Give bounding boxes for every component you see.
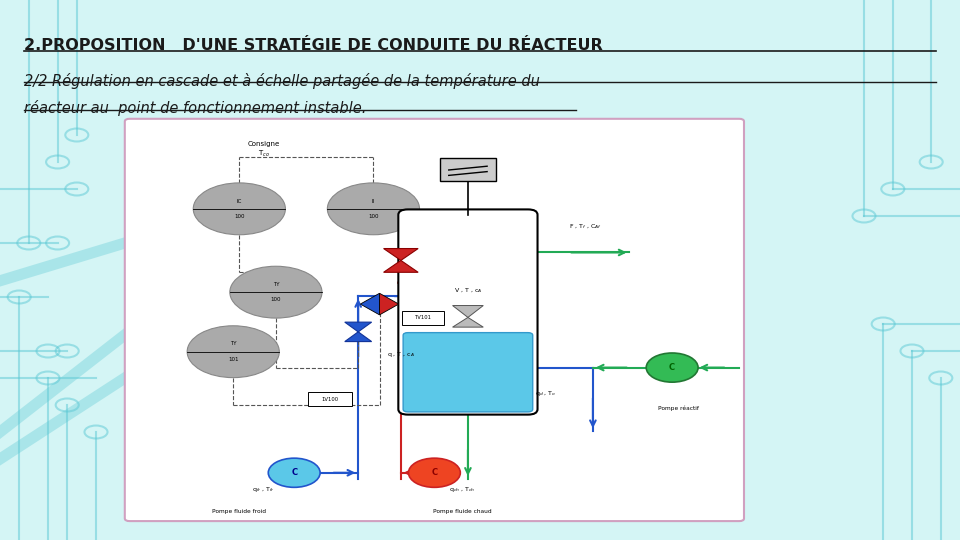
Text: q$_{fr}$ , T$_{fr}$: q$_{fr}$ , T$_{fr}$ [252,485,276,494]
Text: 100: 100 [369,214,378,219]
Text: 100: 100 [234,214,245,219]
Text: q$_{d}$ , T$_o$: q$_{d}$ , T$_o$ [535,389,556,398]
Polygon shape [345,332,372,342]
Text: TY: TY [273,282,279,287]
Circle shape [187,326,279,377]
Text: TY: TY [230,341,236,347]
FancyBboxPatch shape [125,119,744,521]
Text: 100: 100 [271,298,281,302]
Text: C: C [669,363,675,372]
FancyBboxPatch shape [307,393,351,407]
Text: C: C [431,468,438,477]
Circle shape [409,458,461,487]
FancyBboxPatch shape [403,333,533,412]
Text: 101: 101 [228,357,238,362]
Text: 2/2 Régulation en cascade et à échelle partagée de la température du: 2/2 Régulation en cascade et à échelle p… [24,73,540,89]
Text: C: C [291,468,298,477]
Polygon shape [345,322,372,332]
Text: 2.PROPOSITION   D'UNE STRATÉGIE DE CONDUITE DU RÉACTEUR: 2.PROPOSITION D'UNE STRATÉGIE DE CONDUIT… [24,38,603,53]
Polygon shape [452,306,483,318]
Text: Pompe fluide chaud: Pompe fluide chaud [433,509,492,515]
Text: IC: IC [237,199,242,204]
FancyBboxPatch shape [398,210,538,415]
Circle shape [229,266,322,318]
FancyBboxPatch shape [402,311,444,325]
Text: V , T , c$_A$: V , T , c$_A$ [454,286,482,295]
FancyBboxPatch shape [440,158,495,181]
Text: TV101: TV101 [415,315,432,320]
Text: Pompe réactif: Pompe réactif [658,406,699,411]
Text: II: II [372,199,375,204]
Polygon shape [452,318,483,327]
Circle shape [193,183,285,235]
Polygon shape [360,293,379,315]
Text: Consigne
T$_{co}$: Consigne T$_{co}$ [248,141,279,159]
Circle shape [327,183,420,235]
Text: F , T$_f$ , C$_{Af}$: F , T$_f$ , C$_{Af}$ [568,222,601,231]
Text: Pompe fluide froid: Pompe fluide froid [212,509,266,515]
Polygon shape [379,293,398,315]
Text: q , T , c$_A$: q , T , c$_A$ [387,350,415,359]
Polygon shape [384,260,419,272]
Text: 1V100: 1V100 [321,397,338,402]
Polygon shape [384,248,419,260]
Text: réacteur au  point de fonctionnement instable.: réacteur au point de fonctionnement inst… [24,100,367,116]
Circle shape [646,353,698,382]
Circle shape [268,458,320,487]
Text: q$_{ch}$ , T$_{ch}$: q$_{ch}$ , T$_{ch}$ [448,485,475,494]
